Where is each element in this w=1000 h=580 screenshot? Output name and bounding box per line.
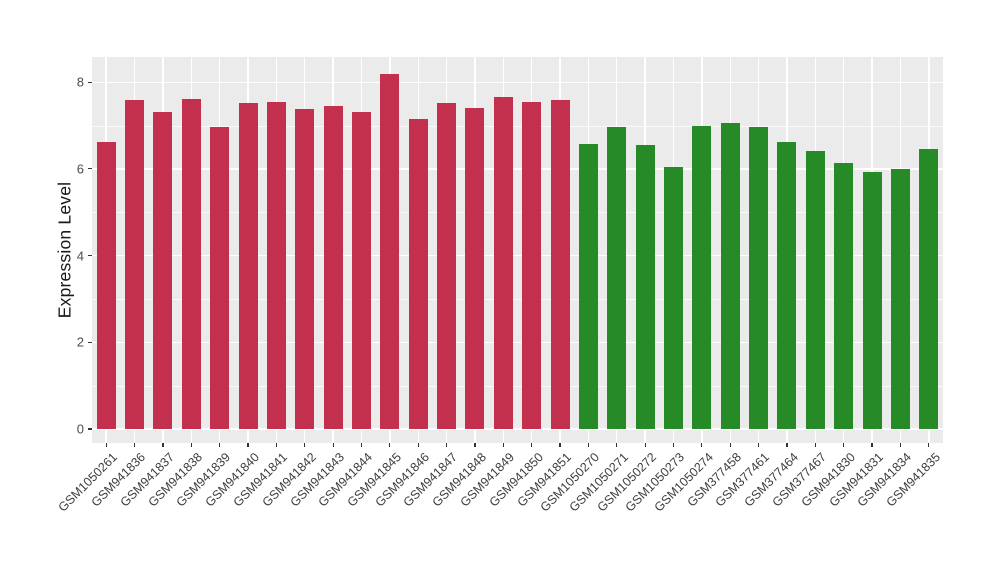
x-tick-mark: [162, 443, 164, 447]
bar-GSM377467: [805, 151, 825, 429]
bar-GSM941834: [890, 169, 910, 429]
bar-GSM941846: [408, 119, 428, 429]
y-tick-label: 2: [76, 334, 84, 350]
x-tick-mark: [502, 443, 504, 447]
bar-GSM941848: [465, 108, 485, 429]
x-tick-mark: [105, 443, 107, 447]
x-tick-mark: [871, 443, 873, 447]
bar-GSM941839: [210, 126, 230, 429]
bar-GSM941837: [153, 112, 173, 429]
y-tick-mark: [88, 341, 92, 343]
x-tick-mark: [304, 443, 306, 447]
x-tick-mark: [701, 443, 703, 447]
x-tick-mark: [758, 443, 760, 447]
gridline-major: [92, 428, 943, 430]
bar-GSM377464: [777, 142, 797, 429]
gridline-major: [92, 168, 943, 170]
bar-GSM377458: [720, 122, 740, 429]
x-tick-mark: [644, 443, 646, 447]
bar-GSM941843: [323, 105, 343, 429]
bar-GSM1050273: [664, 167, 684, 429]
bar-GSM941849: [493, 97, 513, 429]
x-tick-mark: [531, 443, 533, 447]
y-tick-label: 8: [76, 74, 84, 90]
x-tick-mark: [559, 443, 561, 447]
y-tick-mark: [88, 255, 92, 257]
bar-GSM941835: [919, 148, 939, 429]
gridline-minor: [92, 125, 943, 127]
x-tick-mark: [417, 443, 419, 447]
gridline-major: [92, 254, 943, 257]
bar-GSM941844: [351, 111, 371, 429]
x-tick-mark: [616, 443, 618, 447]
x-tick-mark: [587, 443, 589, 447]
bar-GSM1050272: [635, 145, 655, 429]
x-tick-mark: [445, 443, 448, 447]
x-tick-mark: [247, 443, 249, 447]
x-tick-mark: [928, 443, 930, 447]
bar-GSM941841: [266, 101, 286, 429]
gridline-minor: [92, 385, 943, 387]
y-tick-mark: [88, 428, 92, 430]
bar-GSM941840: [238, 103, 258, 429]
bar-GSM941845: [380, 73, 400, 429]
bar-GSM1050274: [692, 125, 712, 429]
x-tick-mark: [843, 443, 845, 447]
gridline-major: [92, 81, 943, 83]
bar-GSM377461: [749, 126, 769, 429]
y-tick-mark: [88, 168, 92, 170]
gridline-minor: [92, 298, 943, 300]
y-tick-label: 4: [76, 248, 84, 264]
bar-GSM941842: [295, 109, 315, 429]
x-tick-mark: [275, 443, 277, 447]
x-tick-mark: [899, 443, 902, 447]
bar-GSM941847: [437, 103, 457, 429]
y-tick-label: 6: [76, 161, 84, 177]
x-tick-mark: [332, 443, 334, 447]
x-tick-mark: [672, 443, 675, 447]
bar-GSM941836: [125, 99, 145, 429]
y-tick-mark: [88, 81, 92, 83]
plot-panel: [92, 57, 943, 443]
gridline-minor: [92, 212, 943, 214]
x-tick-mark: [474, 443, 476, 447]
bar-GSM941830: [834, 162, 854, 429]
x-tick-mark: [219, 443, 221, 447]
x-tick-mark: [814, 443, 816, 447]
x-tick-mark: [729, 443, 731, 447]
gridline-major: [92, 341, 943, 344]
x-tick-mark: [133, 443, 136, 447]
bar-GSM941851: [550, 99, 570, 429]
x-tick-mark: [360, 443, 363, 447]
bar-GSM1050271: [607, 126, 627, 429]
x-tick-mark: [389, 443, 391, 447]
bar-GSM1050270: [578, 143, 598, 429]
x-tick-mark: [190, 443, 192, 447]
bar-GSM941838: [181, 98, 201, 429]
bar-GSM941831: [862, 171, 882, 429]
bar-GSM941850: [522, 102, 542, 429]
bar-GSM1050261: [96, 142, 116, 429]
x-tick-mark: [786, 443, 788, 447]
y-tick-label: 0: [76, 421, 84, 437]
